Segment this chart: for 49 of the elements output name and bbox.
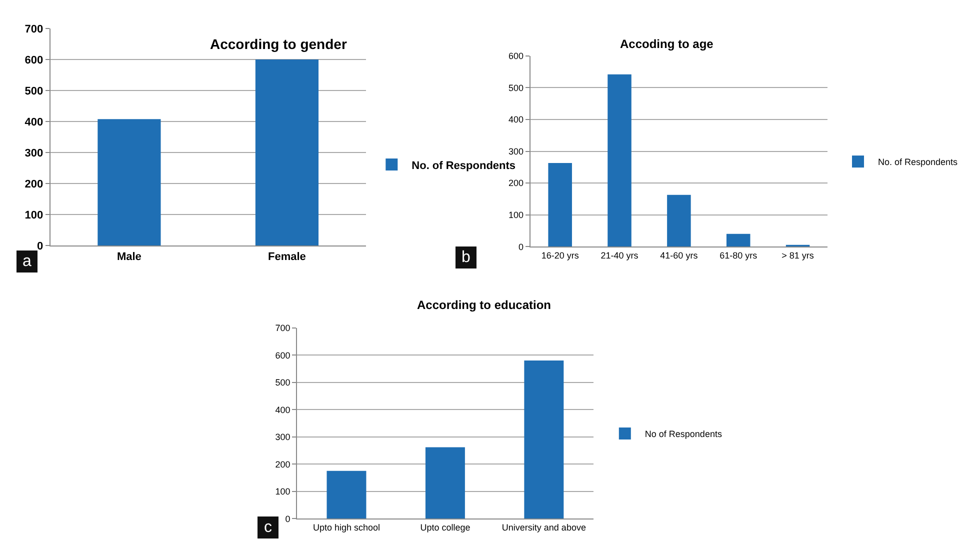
y-tick-label: 400	[508, 114, 524, 125]
y-tick-label: 100	[24, 209, 44, 222]
x-tick-label: University and above	[502, 522, 586, 532]
y-tick-label: 200	[275, 459, 290, 470]
legend-label: No. of Respondents	[878, 157, 958, 168]
y-tick-label: 400	[275, 404, 290, 415]
bar	[326, 470, 366, 519]
bar	[726, 234, 750, 247]
legend-label: No of Respondents	[644, 429, 722, 440]
y-tick-label: 100	[275, 486, 290, 497]
bar	[608, 74, 632, 247]
y-tick-label: 500	[24, 85, 44, 98]
y-tick-label: 0	[37, 240, 44, 253]
bar	[667, 194, 691, 247]
y-tick-label: 500	[275, 378, 290, 388]
y-tick-label: 700	[24, 23, 44, 36]
text: b	[462, 249, 470, 266]
x-tick-label: > 81 yrs	[782, 250, 814, 260]
x-tick-label: 61-80 yrs	[720, 250, 758, 260]
y-tick-label: 700	[275, 323, 290, 333]
y-tick-label: 300	[275, 432, 290, 442]
x-tick-label: Upto college	[420, 522, 470, 532]
x-tick-label: Male	[116, 250, 142, 263]
bar	[425, 447, 465, 519]
y-tick-label: 500	[508, 82, 524, 93]
y-tick-label: 200	[508, 178, 524, 188]
chart-title: According to education	[417, 298, 552, 312]
x-tick-label: 41-60 yrs	[660, 250, 698, 260]
text: According to gender	[210, 36, 348, 52]
y-tick-label: 100	[508, 210, 524, 220]
y-tick-label: 0	[285, 514, 290, 524]
bar	[548, 163, 572, 247]
legend-label: No. of Respondents	[412, 160, 516, 172]
text: c	[264, 519, 272, 536]
bar	[524, 360, 564, 519]
y-tick-label: 600	[24, 54, 44, 66]
y-tick-label: 200	[24, 178, 44, 190]
chart-title: Accoding to age	[620, 37, 714, 51]
x-tick-label: Female	[268, 250, 306, 263]
text: a	[22, 253, 32, 270]
x-tick-label: 21-40 yrs	[600, 250, 639, 260]
y-tick-label: 300	[508, 146, 524, 156]
x-tick-label: Upto high school	[312, 522, 380, 532]
y-tick-label: 300	[24, 147, 44, 160]
x-tick-label: 16-20 yrs	[541, 250, 580, 260]
y-tick-label: 400	[24, 116, 44, 128]
y-tick-label: 0	[518, 242, 524, 252]
y-tick-label: 600	[275, 350, 290, 360]
y-tick-label: 600	[508, 51, 524, 62]
